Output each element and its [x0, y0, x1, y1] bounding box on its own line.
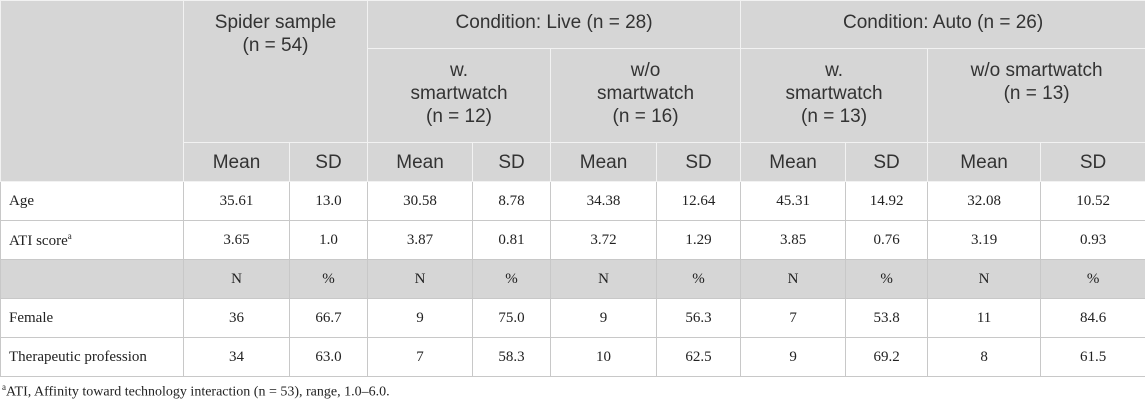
count-header-row: N% N% N% N% N% — [0, 259, 1145, 299]
table-cell: 30.58 — [367, 181, 474, 221]
stat-header: Mean — [183, 142, 290, 182]
table-cell: 8 — [927, 337, 1042, 377]
count-header: N — [550, 259, 658, 299]
footnote: aATI, Affinity toward technology interac… — [2, 382, 1145, 401]
table-cell: 84.6 — [1040, 298, 1145, 338]
group-header: Condition: Live (n = 28) — [367, 0, 742, 49]
table-cell: 69.2 — [845, 337, 929, 377]
table-cell: 9 — [740, 337, 847, 377]
table-row: Therapeutic profession 34 63.0 7 58.3 10 62.5 9… — [0, 337, 1145, 377]
table-cell: 66.7 — [288, 298, 369, 338]
table-cell: 3.87 — [367, 220, 474, 260]
table-cell: 3.72 — [550, 220, 658, 260]
table-cell: 1.29 — [656, 220, 742, 260]
subgroup-header: w. smartwatch (n = 13) — [740, 48, 929, 143]
table-cell: 35.61 — [183, 181, 290, 221]
table-cell: 10 — [550, 337, 658, 377]
stat-header: Mean — [927, 142, 1042, 182]
table-row: Age 35.61 13.0 30.58 8.78 34.38 12.64 45.31 14.9… — [0, 181, 1145, 221]
table-cell: 32.08 — [927, 181, 1042, 221]
count-header: % — [288, 259, 369, 299]
table-cell: 0.76 — [845, 220, 929, 260]
table-cell: 10.52 — [1040, 181, 1145, 221]
header-row: Spider sample (n = 54) Condition: Live (… — [0, 0, 1145, 182]
corner-cell — [0, 0, 184, 182]
table-header: Spider sample (n = 54) Condition: Live (… — [0, 0, 1145, 182]
row-label-text: Age — [9, 192, 34, 209]
count-header: % — [656, 259, 742, 299]
table-row: Female 36 66.7 9 75.0 9 56.3 7 53.8 11 84.6 — [0, 298, 1145, 338]
table-cell: 3.19 — [927, 220, 1042, 260]
table-cell: 34.38 — [550, 181, 658, 221]
table-cell: 3.65 — [183, 220, 290, 260]
table-cell: 11 — [927, 298, 1042, 338]
row-label-text: Therapeutic profession — [9, 348, 147, 365]
subgroup-header: w/o smartwatch (n = 13) — [927, 48, 1145, 143]
table-cell: 62.5 — [656, 337, 742, 377]
group-header: Condition: Auto (n = 26) — [740, 0, 1145, 49]
count-header: % — [845, 259, 929, 299]
stat-header: Mean — [550, 142, 658, 182]
count-header: N — [740, 259, 847, 299]
table-cell: 34 — [183, 337, 290, 377]
table-cell: 1.0 — [288, 220, 369, 260]
table-cell: 56.3 — [656, 298, 742, 338]
table-cell: 75.0 — [472, 298, 552, 338]
row-label — [0, 259, 184, 299]
group-header: Spider sample (n = 54) — [182, 0, 369, 143]
row-label-text: ATI score — [9, 232, 68, 249]
stat-header: SD — [845, 142, 929, 182]
row-label: ATI scorea — [0, 220, 184, 260]
table-cell: 8.78 — [472, 181, 552, 221]
table-cell: 3.85 — [740, 220, 847, 260]
row-label-text: Female — [9, 309, 54, 326]
table-cell: 53.8 — [845, 298, 929, 338]
table-cell: 63.0 — [288, 337, 369, 377]
table-cell: 7 — [367, 337, 474, 377]
footnote-marker: a — [2, 382, 6, 392]
count-header: N — [367, 259, 474, 299]
stat-header: Mean — [367, 142, 474, 182]
count-header: N — [927, 259, 1042, 299]
footnote-text: ATI, Affinity toward technology interact… — [6, 384, 390, 400]
subgroup-header: w/o smartwatch (n = 16) — [550, 48, 742, 143]
table-cell: 0.93 — [1040, 220, 1145, 260]
stat-header: SD — [656, 142, 742, 182]
table-cell: 36 — [183, 298, 290, 338]
table-cell: 61.5 — [1040, 337, 1145, 377]
table-row: ATI scorea 3.65 1.0 3.87 0.81 3.72 1.29 3.85 0.7… — [0, 220, 1145, 260]
table-cell: 14.92 — [845, 181, 929, 221]
row-label: Therapeutic profession — [0, 337, 184, 377]
header-row: w. smartwatch (n = 12) w/o smartwatch (n … — [1, 48, 1145, 143]
table-cell: 0.81 — [472, 220, 552, 260]
count-header: N — [183, 259, 290, 299]
stat-header: SD — [1040, 142, 1145, 182]
note-marker: a — [67, 230, 72, 241]
table-cell: 12.64 — [656, 181, 742, 221]
table-cell: 45.31 — [740, 181, 847, 221]
count-header: % — [1040, 259, 1145, 299]
table-cell: 13.0 — [288, 181, 369, 221]
subgroup-header: w. smartwatch (n = 12) — [367, 48, 552, 143]
header-row: Mean SD Mean SD Mean SD Mean SD Mean SD — [1, 142, 1145, 182]
stat-header: Mean — [740, 142, 847, 182]
row-label: Age — [0, 181, 184, 221]
table-cell: 7 — [740, 298, 847, 338]
table-cell: 58.3 — [472, 337, 552, 377]
stat-header: SD — [288, 142, 369, 182]
table-cell: 9 — [550, 298, 658, 338]
table-cell: 9 — [367, 298, 474, 338]
table-body: Age 35.61 13.0 30.58 8.78 34.38 12.64 45.31 14.9… — [0, 181, 1145, 377]
count-header: % — [472, 259, 552, 299]
data-table: Spider sample (n = 54) Condition: Live (… — [0, 0, 1145, 377]
stat-header: SD — [472, 142, 552, 182]
row-label: Female — [0, 298, 184, 338]
